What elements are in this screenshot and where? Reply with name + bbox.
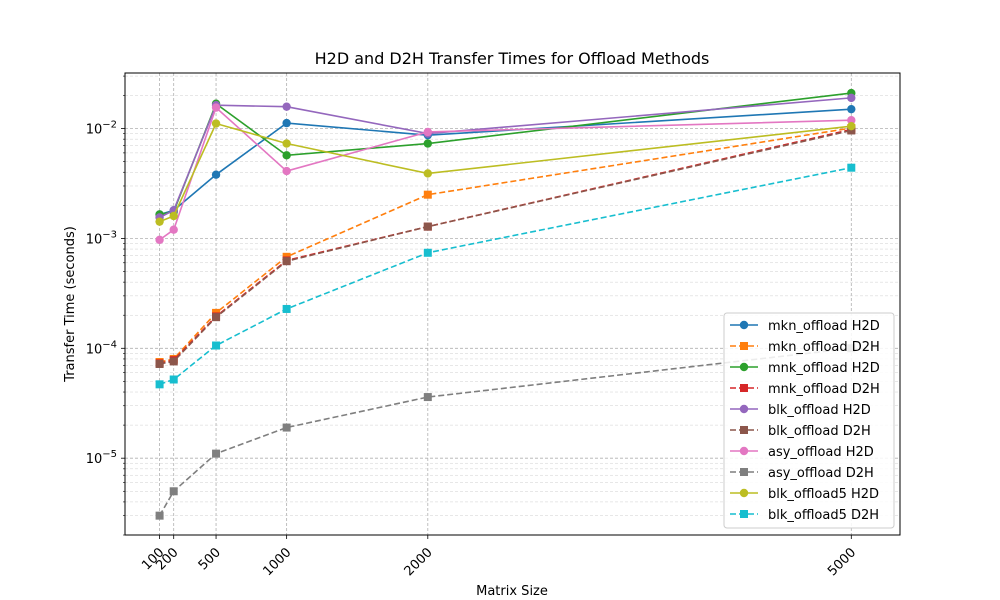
y-axis-title: Transfer Time (seconds)	[63, 226, 78, 383]
data-point	[847, 126, 856, 135]
legend-label: mkn_offload D2H	[768, 340, 880, 355]
series-layer	[155, 88, 856, 520]
data-point	[282, 151, 291, 160]
legend-item: blk_offload5 D2H	[730, 508, 879, 523]
legend-swatch-marker	[740, 342, 748, 350]
data-point	[282, 423, 291, 432]
legend-item: mkn_offload D2H	[730, 340, 880, 355]
series-5	[155, 126, 856, 368]
data-point	[282, 257, 291, 266]
legend-label: asy_offload H2D	[768, 445, 874, 460]
legend-swatch-marker	[740, 510, 748, 518]
data-point	[155, 380, 164, 389]
data-point	[211, 119, 221, 128]
legend: mkn_offload H2D mkn_offload D2H mnk_offloa…	[723, 312, 895, 529]
legend-label: asy_offload D2H	[768, 466, 874, 481]
y-tick-label: 10−4	[86, 339, 117, 357]
data-point	[847, 104, 856, 114]
y-axis: 10−5 10−4 10−3 10−2	[86, 75, 125, 536]
legend-label: mnk_offload D2H	[768, 382, 880, 397]
x-axis-title: Matrix Size	[476, 584, 548, 599]
data-point	[847, 93, 856, 103]
plot-frame	[124, 72, 901, 536]
data-point	[155, 511, 164, 520]
data-point	[211, 170, 221, 179]
legend-item: blk_offload D2H	[730, 424, 871, 439]
data-point	[169, 211, 178, 221]
data-point	[155, 235, 164, 245]
data-point	[155, 217, 164, 226]
legend-item: asy_offload D2H	[730, 466, 874, 481]
data-point	[282, 118, 291, 128]
data-point	[169, 357, 178, 366]
legend-swatch-marker	[739, 404, 749, 414]
data-point	[423, 190, 432, 199]
data-point	[282, 139, 291, 148]
data-point	[423, 139, 433, 148]
data-point	[211, 103, 221, 112]
legend-label: blk_offload H2D	[768, 403, 871, 418]
legend-label: blk_offload5 H2D	[768, 487, 879, 502]
legend-item: mnk_offload D2H	[730, 382, 880, 397]
legend-label: blk_offload5 D2H	[768, 508, 879, 523]
series-9	[155, 163, 856, 389]
data-point	[423, 169, 433, 178]
chart-title: H2D and D2H Transfer Times for Offload M…	[315, 49, 710, 68]
legend-item: mnk_offload H2D	[730, 361, 880, 376]
legend-label: mkn_offload H2D	[768, 319, 880, 334]
series-8	[155, 119, 856, 226]
legend-box	[723, 312, 895, 529]
data-point	[212, 449, 221, 458]
legend-swatch-marker	[739, 320, 749, 330]
y-tick-label: 10−3	[86, 229, 117, 247]
legend-swatch-marker	[740, 384, 748, 392]
data-point	[847, 163, 856, 172]
legend-label: blk_offload D2H	[768, 424, 871, 439]
legend-swatch-marker	[740, 426, 748, 434]
legend-swatch-marker	[739, 488, 749, 498]
data-point	[212, 313, 221, 322]
data-point	[423, 222, 432, 231]
y-tick-label: 10−2	[86, 120, 117, 138]
data-point	[282, 102, 291, 111]
data-point	[282, 304, 291, 313]
legend-item: mkn_offload H2D	[730, 319, 880, 334]
data-point	[423, 393, 432, 402]
data-point	[423, 248, 432, 257]
legend-swatch-marker	[739, 362, 749, 372]
data-point	[169, 375, 178, 384]
data-point	[282, 166, 291, 176]
data-point	[169, 487, 178, 496]
series-6	[155, 103, 856, 245]
data-point	[212, 341, 221, 350]
data-point	[155, 359, 164, 368]
y-tick-label: 10−5	[86, 449, 117, 467]
series-line	[158, 347, 852, 517]
legend-swatch-marker	[740, 468, 748, 476]
legend-item: blk_offload5 H2D	[730, 487, 879, 502]
legend-item: asy_offload H2D	[730, 445, 874, 460]
legend-label: mnk_offload H2D	[768, 361, 880, 376]
data-point	[169, 225, 178, 234]
data-point	[423, 127, 433, 137]
legend-item: blk_offload H2D	[730, 403, 871, 418]
data-point	[847, 116, 856, 125]
data-point	[847, 121, 856, 131]
legend-swatch-marker	[739, 446, 749, 456]
